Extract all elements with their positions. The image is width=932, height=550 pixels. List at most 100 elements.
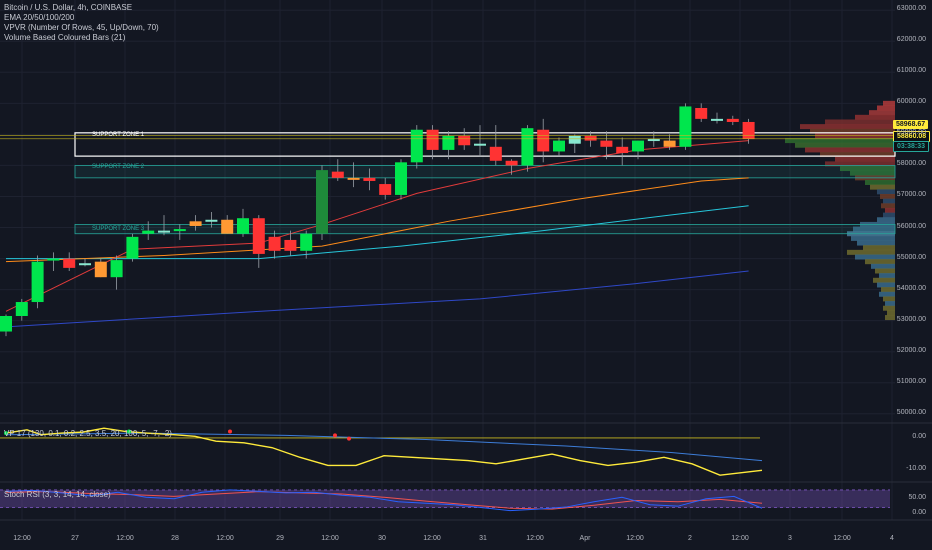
volume-profile-bar [835,156,895,162]
stoch-rsi-pane [0,489,890,512]
candle-body [553,140,565,152]
volume-profile-bar [855,254,895,260]
price-tick-label: 59000.00 [896,129,926,137]
chart-legend: Bitcoin / U.S. Dollar, 4h, COINBASE EMA … [4,3,159,43]
candle-body [458,135,471,146]
vp-signal-dot [347,436,351,441]
symbol-title[interactable]: Bitcoin / U.S. Dollar, 4h, COINBASE [4,3,133,12]
volume-profile-bar [820,152,895,158]
time-tick-label: 4 [890,535,894,542]
candle-body [158,230,170,233]
volume-profile-bar [815,133,895,139]
time-tick-label: 3 [788,535,792,542]
candle-body [300,233,313,251]
volume-profile-bar [883,305,895,311]
candlesticks [0,103,755,337]
candle-body [442,135,455,150]
volume-profile-bar [857,240,895,246]
volume-bars-legend[interactable]: Volume Based Coloured Bars (21) [4,33,126,42]
stoch-k-line [5,489,763,512]
candle-body [0,316,12,332]
price-tick-label: 50000.00 [896,408,926,416]
volume-profile-bar [885,207,895,213]
time-tick-label: 12:00 [526,535,544,542]
candle-body [395,162,407,195]
vpvr-legend[interactable]: VPVR (Number Of Rows, 45, Up/Down, 70) [4,23,159,32]
candle-body [679,106,692,147]
vp-tick-label: -10.00 [906,465,926,473]
stoch-rsi-label[interactable]: Stoch RSI (3, 3, 14, 14, close) [4,490,111,499]
volume-profile-bar [825,161,895,167]
volume-profile-bar [880,193,895,199]
vp-indicator-label[interactable]: VP 17 (130, 0.1, 0.2, 2.5, 3.5, 20, 100,… [4,429,172,438]
ema-200-line [5,270,749,328]
time-tick-label: 12:00 [833,535,851,542]
volume-profile-bar [881,287,895,293]
volume-profile-bar [885,301,895,307]
price-tick-label: 54000.00 [896,284,926,292]
support-zone-2-label: SUPPORT ZONE 2 [92,164,145,170]
price-tick-label: 63000.00 [896,5,926,13]
time-tick-label: 29 [276,535,284,542]
volume-profile-bar [847,249,895,255]
volume-profile-bar [871,263,895,269]
time-tick-label: 2 [688,535,692,542]
price-tag-upper: 58968.67 [893,120,929,129]
candle-body [237,218,249,234]
candle-body [63,258,76,268]
candle-body [268,236,281,251]
volume-profile-bar [887,310,895,316]
volume-profile-bar [883,212,895,218]
candle-body [331,171,344,178]
ema-100-line [6,205,749,260]
price-tick-label: 51000.00 [896,377,926,385]
volume-profile-bar [881,203,895,209]
time-tick-label: 30 [378,535,386,542]
candle-body [505,160,518,166]
price-tick-label: 60000.00 [896,98,926,106]
volume-profile-bar [873,277,895,283]
candle-body [711,118,723,121]
candle-body [616,146,629,154]
candle-body [363,177,376,181]
time-tick-label: 12:00 [731,535,749,542]
volume-profile-bar [853,226,895,232]
pane-separators[interactable] [0,422,932,521]
candle-body [632,140,644,152]
volume-profile-bar [877,189,895,195]
volume-profile-bar [863,245,895,251]
ema-legend[interactable]: EMA 20/50/100/200 [4,13,75,22]
volume-profile-bar [869,110,895,116]
candle-body [221,219,234,234]
time-tick-label: 12:00 [216,535,234,542]
vp-main-line [5,427,763,476]
volume-profile-bar [810,128,895,134]
candle-body [426,129,439,150]
candle-body [521,128,534,166]
candle-body [284,239,297,251]
candle-body [600,140,613,147]
volume-profile-bar [785,138,895,144]
candle-body [695,108,708,119]
candle-body [410,129,423,163]
volume-profile-bar [805,147,895,153]
candle-body [110,260,123,278]
time-tick-label: 12:00 [321,535,339,542]
candle-body [379,184,392,195]
candle-body [15,302,28,316]
support-zone-box [74,224,896,235]
vp-indicator-pane [0,427,763,476]
countdown-tag: 03:38:33 [893,141,930,152]
price-tick-label: 55000.00 [896,253,926,261]
candle-body [647,139,660,142]
volume-profile-bar [825,119,895,125]
time-tick-label: 28 [171,535,179,542]
candle-body [126,236,139,259]
volume-profile-bar [851,235,895,241]
grid-lines [0,0,895,520]
candle-body [316,170,328,234]
price-tick-label: 53000.00 [896,315,926,323]
time-tick-label: 31 [479,535,487,542]
support-zone-3-label: SUPPORT ZONE 3 [92,226,145,232]
